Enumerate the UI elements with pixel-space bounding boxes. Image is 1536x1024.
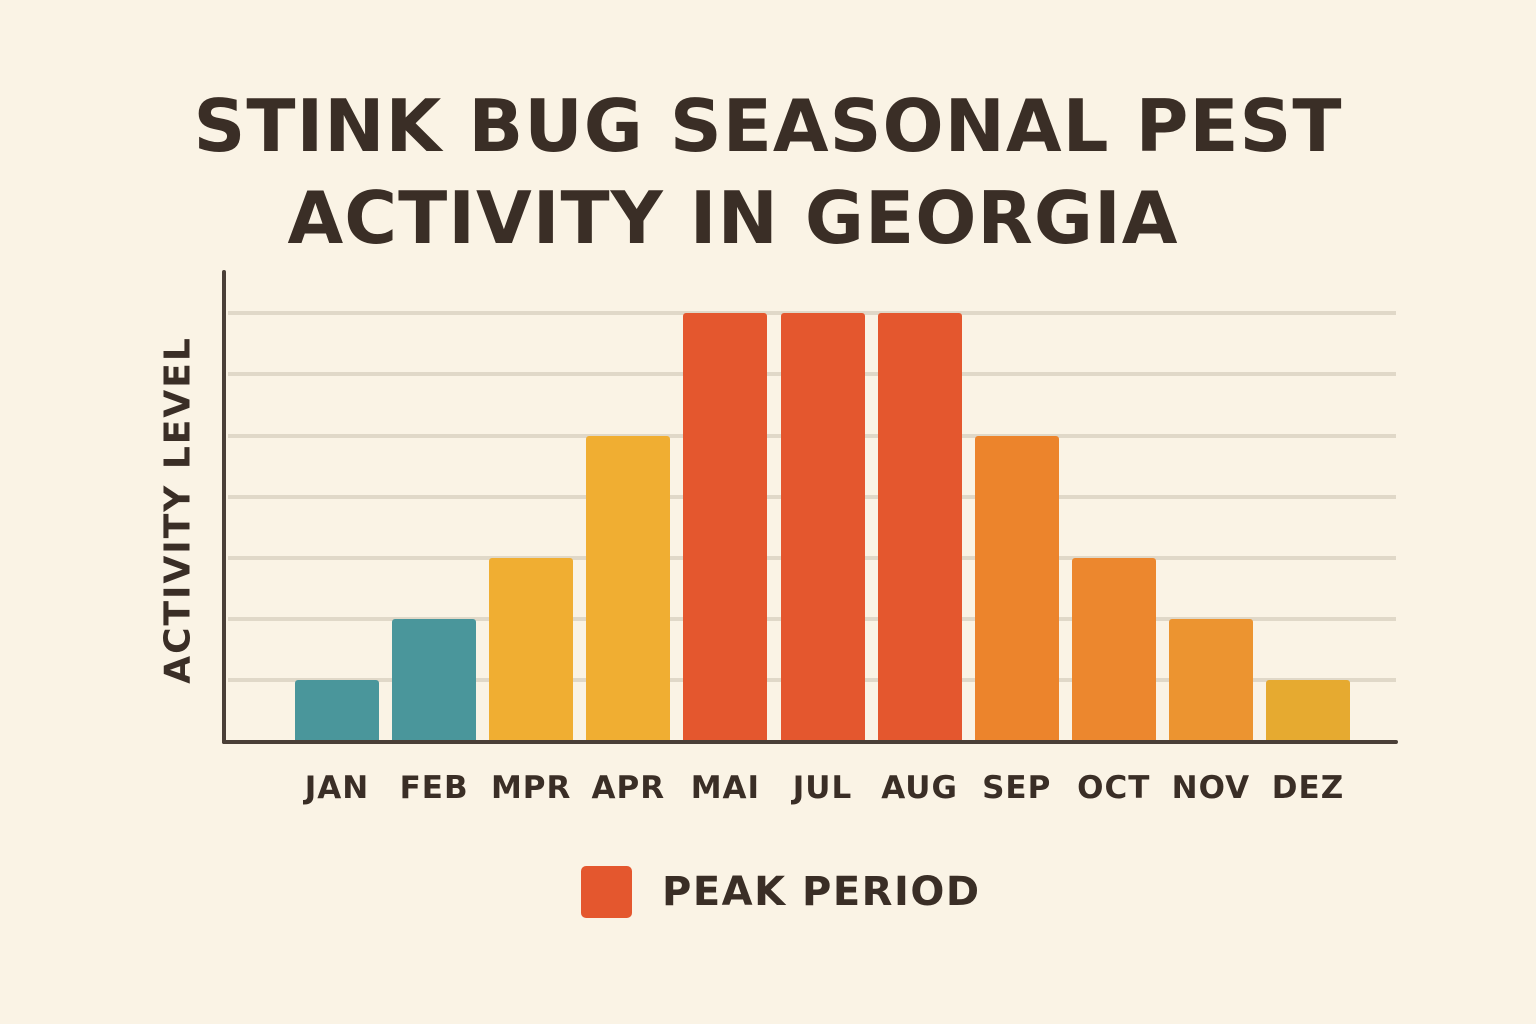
bar-jul (780, 313, 865, 741)
bar-apr (586, 435, 671, 741)
bar-jan (295, 679, 379, 741)
bar-feb (392, 618, 477, 741)
x-axis-line (222, 740, 1398, 744)
bar-aug (877, 313, 962, 741)
bar-mai (683, 313, 768, 741)
legend-swatch-peak (581, 866, 632, 918)
x-tick-label: JUL (792, 770, 853, 806)
bar-mpr (489, 557, 574, 741)
x-tick-label: JAN (304, 770, 370, 806)
x-tick-label: OCT (1077, 770, 1151, 806)
bar-oct (1071, 557, 1156, 741)
x-tick-label: MPR (490, 770, 572, 806)
x-tick-label: SEP (982, 770, 1052, 806)
x-tick-label: APR (591, 770, 666, 806)
bar-nov (1168, 618, 1253, 741)
bar-sep (974, 435, 1059, 741)
x-tick-label: DEZ (1271, 770, 1345, 806)
x-tick-label: MAI (690, 770, 761, 806)
chart-title: STINK BUG SEASONAL PEST ACTIVITY IN GEOR… (0, 80, 1536, 264)
x-tick-label: AUG (881, 770, 958, 806)
y-axis-line (222, 270, 226, 744)
chart-title-line-1: STINK BUG SEASONAL PEST (193, 84, 1343, 168)
chart-title-line-2: ACTIVITY IN GEORGIA (287, 176, 1179, 260)
x-tick-label: NOV (1171, 770, 1251, 806)
bar-dez (1266, 679, 1350, 741)
legend: PEAK PERIOD (581, 866, 981, 918)
legend-label-peak: PEAK PERIOD (662, 869, 981, 915)
x-tick-label: FEB (399, 770, 469, 806)
